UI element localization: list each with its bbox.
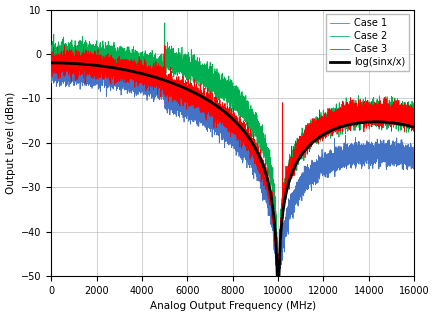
log(sinx/x) xyxy=(102,65,108,68)
Case 3 xyxy=(142,75,148,79)
Case 2 xyxy=(275,267,280,270)
Line: Case 3: Case 3 xyxy=(51,45,413,264)
Case 1 xyxy=(109,52,114,55)
Case 1 xyxy=(234,141,239,145)
X-axis label: Analog Output Frequency (MHz): Analog Output Frequency (MHz) xyxy=(149,301,315,311)
Case 2 xyxy=(411,123,416,127)
Case 3 xyxy=(102,71,108,74)
Case 2 xyxy=(234,98,239,101)
Y-axis label: Output Level (dBm): Output Level (dBm) xyxy=(6,92,16,194)
Case 3 xyxy=(162,43,167,47)
Legend: Case 1, Case 2, Case 3, log(sinx/x): Case 1, Case 2, Case 3, log(sinx/x) xyxy=(325,14,408,71)
log(sinx/x) xyxy=(239,127,244,131)
Case 3 xyxy=(49,66,54,69)
Case 2 xyxy=(142,49,148,53)
log(sinx/x) xyxy=(234,121,239,125)
Line: Case 1: Case 1 xyxy=(51,54,413,269)
Line: Case 2: Case 2 xyxy=(51,23,413,268)
Case 2 xyxy=(239,109,244,113)
Case 3 xyxy=(239,131,244,134)
Case 2 xyxy=(269,171,274,174)
Case 2 xyxy=(102,52,108,55)
Case 3 xyxy=(68,66,73,70)
Case 3 xyxy=(411,128,416,132)
Case 1 xyxy=(411,144,416,148)
log(sinx/x) xyxy=(142,73,148,76)
Case 3 xyxy=(274,262,279,266)
Line: log(sinx/x): log(sinx/x) xyxy=(51,63,413,276)
log(sinx/x) xyxy=(49,61,54,65)
Case 2 xyxy=(68,61,73,65)
log(sinx/x) xyxy=(269,199,274,203)
Case 1 xyxy=(277,267,283,271)
Case 1 xyxy=(49,55,54,59)
log(sinx/x) xyxy=(411,125,416,129)
Case 1 xyxy=(269,211,274,215)
Case 2 xyxy=(49,56,54,60)
Case 3 xyxy=(234,134,239,138)
Case 1 xyxy=(239,139,244,143)
Case 1 xyxy=(142,90,148,94)
Case 3 xyxy=(269,197,274,201)
Case 1 xyxy=(102,73,108,77)
Case 1 xyxy=(68,69,73,73)
Case 2 xyxy=(162,21,167,25)
log(sinx/x) xyxy=(274,274,279,278)
log(sinx/x) xyxy=(68,61,73,65)
